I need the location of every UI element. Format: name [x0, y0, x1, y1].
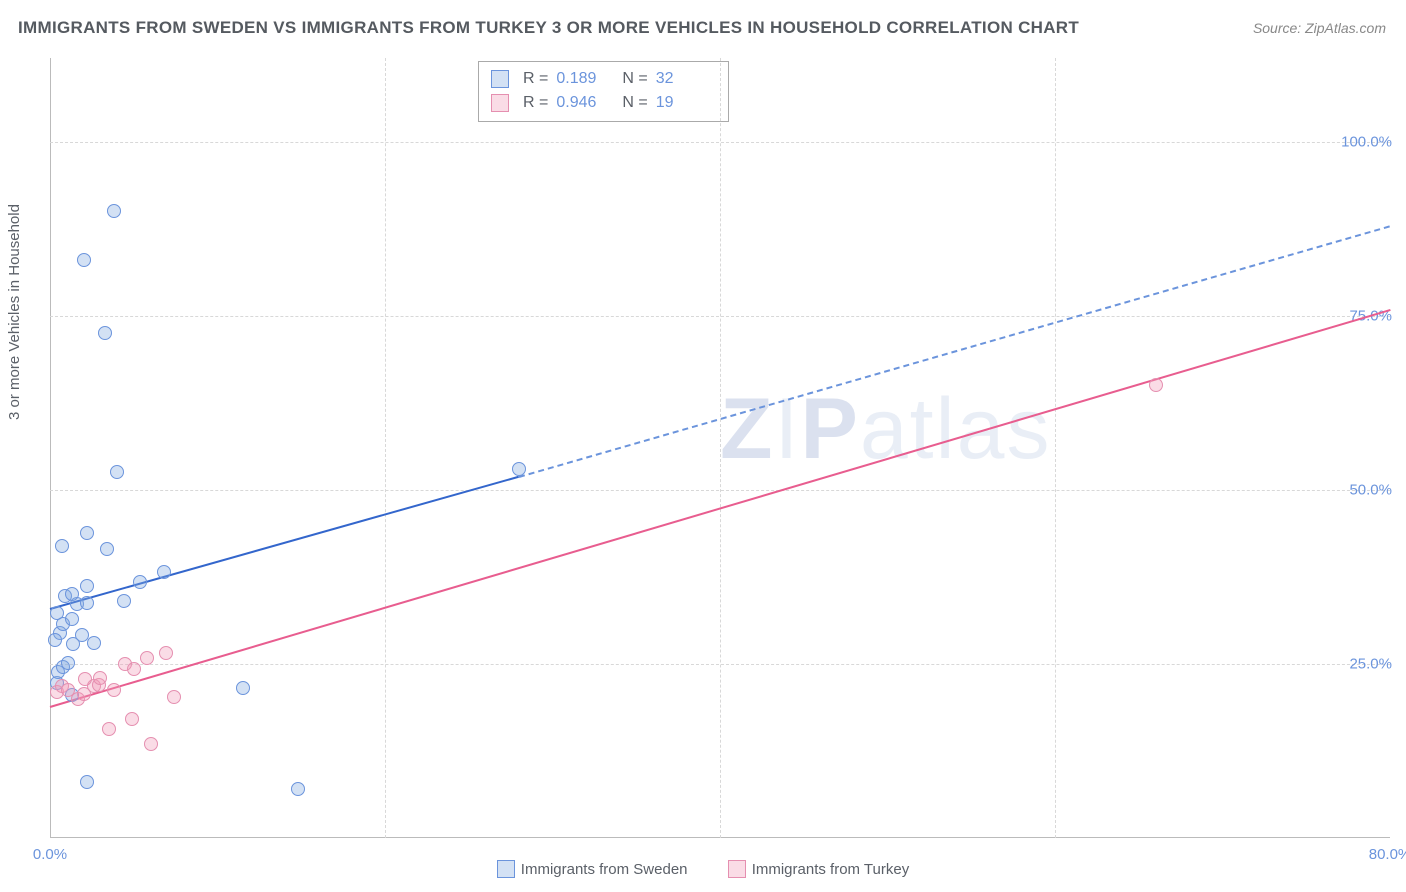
point-sweden	[65, 587, 79, 601]
point-sweden	[87, 636, 101, 650]
point-sweden	[80, 775, 94, 789]
bottom-legend: Immigrants from Sweden Immigrants from T…	[0, 860, 1406, 882]
n-label: N =	[622, 91, 647, 115]
point-turkey	[78, 672, 92, 686]
point-sweden	[291, 782, 305, 796]
swatch-turkey-icon	[491, 94, 509, 112]
ytick-label: 50.0%	[1349, 481, 1392, 498]
r-value-sweden: 0.189	[556, 67, 614, 91]
point-turkey	[140, 651, 154, 665]
point-sweden	[117, 594, 131, 608]
point-sweden	[236, 681, 250, 695]
point-turkey	[167, 690, 181, 704]
r-value-turkey: 0.946	[556, 91, 614, 115]
point-sweden	[98, 326, 112, 340]
point-sweden	[133, 575, 147, 589]
point-sweden	[157, 565, 171, 579]
point-sweden	[107, 204, 121, 218]
ytick-label: 100.0%	[1341, 133, 1392, 150]
legend-item-turkey: Immigrants from Turkey	[728, 860, 910, 878]
point-turkey	[107, 683, 121, 697]
source-label: Source: ZipAtlas.com	[1253, 20, 1386, 36]
r-label: R =	[523, 91, 548, 115]
point-sweden	[48, 633, 62, 647]
stats-row-turkey: R = 0.946 N = 19	[491, 91, 714, 115]
point-turkey	[93, 671, 107, 685]
xtick-label: 0.0%	[33, 846, 67, 863]
gridline-v	[1055, 58, 1056, 838]
n-value-turkey: 19	[656, 91, 714, 115]
point-sweden	[100, 542, 114, 556]
legend-item-sweden: Immigrants from Sweden	[497, 860, 688, 878]
gridline-v	[720, 58, 721, 838]
swatch-turkey-icon	[728, 860, 746, 878]
chart-title: IMMIGRANTS FROM SWEDEN VS IMMIGRANTS FRO…	[18, 18, 1079, 38]
point-turkey	[102, 722, 116, 736]
r-label: R =	[523, 67, 548, 91]
point-turkey	[127, 662, 141, 676]
point-sweden	[110, 465, 124, 479]
point-sweden	[50, 606, 64, 620]
point-sweden	[55, 539, 69, 553]
point-sweden	[77, 253, 91, 267]
point-turkey	[159, 646, 173, 660]
point-sweden	[80, 596, 94, 610]
point-turkey	[125, 712, 139, 726]
y-axis-label: 3 or more Vehicles in Household	[6, 204, 23, 420]
point-sweden	[61, 656, 75, 670]
ytick-label: 25.0%	[1349, 655, 1392, 672]
gridline-v	[385, 58, 386, 838]
legend-label-turkey: Immigrants from Turkey	[752, 861, 910, 878]
point-sweden	[65, 612, 79, 626]
n-value-sweden: 32	[656, 67, 714, 91]
n-label: N =	[622, 67, 647, 91]
point-sweden	[80, 579, 94, 593]
stats-row-sweden: R = 0.189 N = 32	[491, 67, 714, 91]
point-sweden	[80, 526, 94, 540]
swatch-sweden-icon	[491, 70, 509, 88]
swatch-sweden-icon	[497, 860, 515, 878]
legend-label-sweden: Immigrants from Sweden	[521, 861, 688, 878]
xtick-label: 80.0%	[1369, 846, 1406, 863]
stats-legend: R = 0.189 N = 32 R = 0.946 N = 19	[478, 61, 729, 122]
point-sweden	[512, 462, 526, 476]
point-turkey	[1149, 378, 1163, 392]
point-turkey	[144, 737, 158, 751]
